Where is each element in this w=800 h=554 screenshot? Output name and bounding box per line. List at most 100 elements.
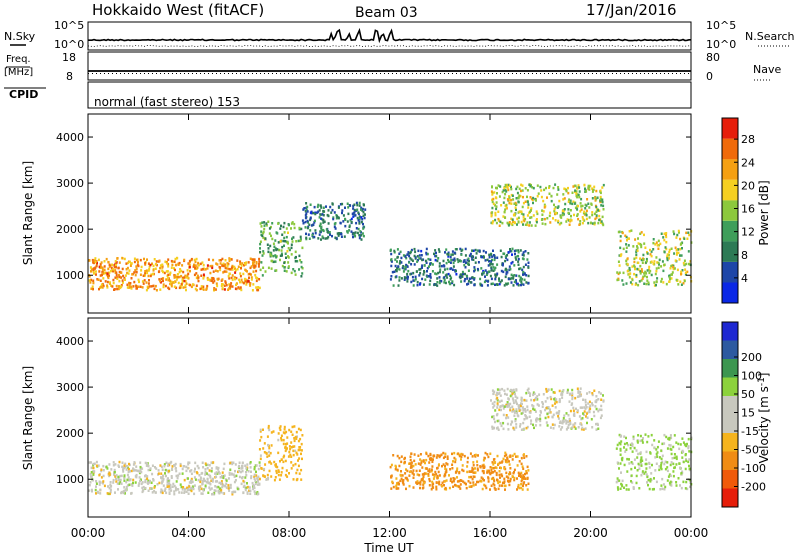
heatmap-cell xyxy=(515,409,518,413)
noise-right-bottom-tick: 10^0 xyxy=(706,38,736,51)
heatmap-cell xyxy=(420,478,423,481)
heatmap-cell xyxy=(565,428,568,431)
heatmap-cell xyxy=(278,248,281,252)
heatmap-cell xyxy=(129,478,132,481)
heatmap-cell xyxy=(207,491,210,494)
heatmap-cell xyxy=(410,464,413,467)
heatmap-cell xyxy=(504,275,507,279)
heatmap-cell xyxy=(362,234,365,238)
heatmap-cell xyxy=(577,426,580,429)
heatmap-cell xyxy=(210,467,213,470)
heatmap-cell xyxy=(482,466,485,469)
heatmap-cell xyxy=(278,426,281,430)
heatmap-cell xyxy=(552,186,555,190)
heatmap-cell xyxy=(598,218,601,222)
heatmap-cell xyxy=(460,273,462,276)
heatmap-cell xyxy=(520,283,522,287)
heatmap-cell xyxy=(540,195,543,199)
heatmap-cell xyxy=(509,402,512,406)
heatmap-cell xyxy=(640,245,643,249)
heatmap-cell xyxy=(270,254,273,257)
heatmap-cell xyxy=(193,263,195,267)
heatmap-cell xyxy=(119,478,122,482)
heatmap-cell xyxy=(497,462,500,466)
heatmap-cell xyxy=(268,460,271,463)
heatmap-cell xyxy=(525,455,528,458)
heatmap-cell xyxy=(228,489,231,492)
heatmap-cell xyxy=(395,477,398,480)
heatmap-cell xyxy=(137,260,139,264)
heatmap-cell xyxy=(460,458,462,461)
heatmap-cell xyxy=(455,273,458,276)
heatmap-cell xyxy=(337,216,340,220)
heatmap-cell xyxy=(521,189,524,192)
heatmap-cell xyxy=(641,470,644,473)
heatmap-cell xyxy=(561,419,564,422)
heatmap-cell xyxy=(492,467,495,470)
heatmap-cell xyxy=(618,254,621,257)
heatmap-cell xyxy=(224,259,227,262)
heatmap-cell xyxy=(631,444,634,448)
heatmap-cell xyxy=(417,462,420,465)
heatmap-cell xyxy=(116,277,119,280)
heatmap-cell xyxy=(653,281,656,284)
heatmap-cell xyxy=(462,480,465,483)
heatmap-cell xyxy=(132,285,135,288)
heatmap-cell xyxy=(561,209,564,213)
heatmap-cell xyxy=(503,477,506,481)
heatmap-cell xyxy=(160,277,163,281)
heatmap-cell xyxy=(130,287,133,290)
heatmap-cell xyxy=(357,227,360,231)
heatmap-cell xyxy=(190,489,193,493)
heatmap-cell xyxy=(240,482,243,486)
heatmap-cell xyxy=(236,259,239,262)
heatmap-cell xyxy=(164,284,167,288)
heatmap-cell xyxy=(513,414,516,417)
heatmap-cell xyxy=(536,184,539,187)
heatmap-cell xyxy=(557,219,560,223)
heatmap-cell xyxy=(627,443,630,447)
heatmap-cell xyxy=(108,492,111,496)
heatmap-cell xyxy=(584,427,587,430)
heatmap-cell xyxy=(270,259,273,263)
heatmap-cell xyxy=(145,281,148,284)
heatmap-cell xyxy=(498,461,501,464)
heatmap-cell xyxy=(127,272,130,275)
heatmap-cell xyxy=(620,440,623,443)
heatmap-cell xyxy=(208,278,211,281)
heatmap-cell xyxy=(451,463,454,466)
heatmap-cell xyxy=(517,263,520,266)
heatmap-cell xyxy=(410,466,413,469)
heatmap-cell xyxy=(549,411,552,414)
heatmap-cell xyxy=(301,246,304,250)
heatmap-cell xyxy=(648,461,651,465)
heatmap-cell xyxy=(325,228,328,231)
heatmap-cell xyxy=(620,471,622,474)
heatmap-cell xyxy=(675,253,678,256)
heatmap-cell xyxy=(178,261,181,265)
heatmap-cell xyxy=(293,425,296,428)
heatmap-cell xyxy=(191,480,194,484)
heatmap-cell xyxy=(586,421,588,425)
heatmap-cell xyxy=(209,264,212,268)
heatmap-cell xyxy=(281,254,283,257)
heatmap-cell xyxy=(589,184,592,188)
heatmap-cell xyxy=(651,443,654,447)
heatmap-cell xyxy=(673,456,676,460)
heatmap-cell xyxy=(539,423,542,427)
heatmap-cell xyxy=(155,289,158,292)
heatmap-cell xyxy=(468,470,471,473)
heatmap-cell xyxy=(404,456,406,460)
heatmap-cell xyxy=(89,481,92,484)
heatmap-cell xyxy=(220,491,223,494)
heatmap-cell xyxy=(509,472,512,475)
heatmap-cell xyxy=(637,462,640,466)
heatmap-cell xyxy=(674,259,677,262)
heatmap-cell xyxy=(222,484,225,487)
heatmap-cell xyxy=(290,253,293,256)
heatmap-cell xyxy=(205,481,208,484)
heatmap-cell xyxy=(153,486,156,489)
colorbar-swatch xyxy=(722,359,738,378)
heatmap-cell xyxy=(491,185,493,189)
heatmap-cell xyxy=(486,271,489,274)
